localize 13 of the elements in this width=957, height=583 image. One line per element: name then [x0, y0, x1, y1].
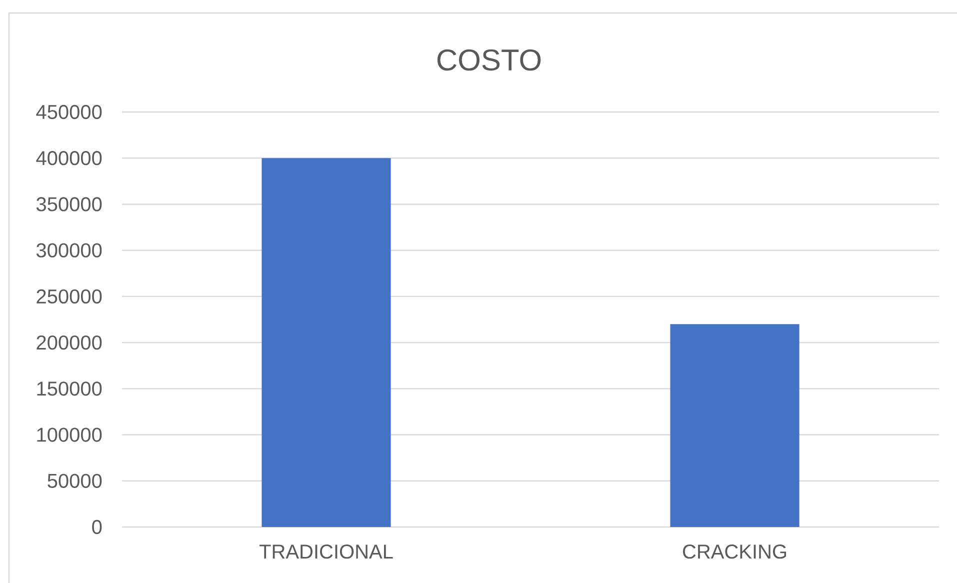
- y-tick-label: 400000: [36, 151, 102, 166]
- y-tick-label: 350000: [36, 197, 102, 212]
- y-tick-label: 250000: [36, 289, 102, 304]
- chart-title: COSTO: [437, 49, 541, 71]
- y-tick-label: 300000: [36, 243, 102, 258]
- x-tick-label: TRADICIONAL: [259, 544, 393, 559]
- y-tick-label: 450000: [36, 104, 102, 120]
- y-tick-label: 200000: [36, 335, 102, 350]
- y-tick-label: 50000: [48, 474, 102, 488]
- y-tick-label: 150000: [37, 382, 102, 396]
- y-tick-label: 100000: [37, 428, 102, 442]
- x-tick-label: CRACKING: [682, 544, 786, 559]
- y-tick-label: 0: [92, 520, 102, 534]
